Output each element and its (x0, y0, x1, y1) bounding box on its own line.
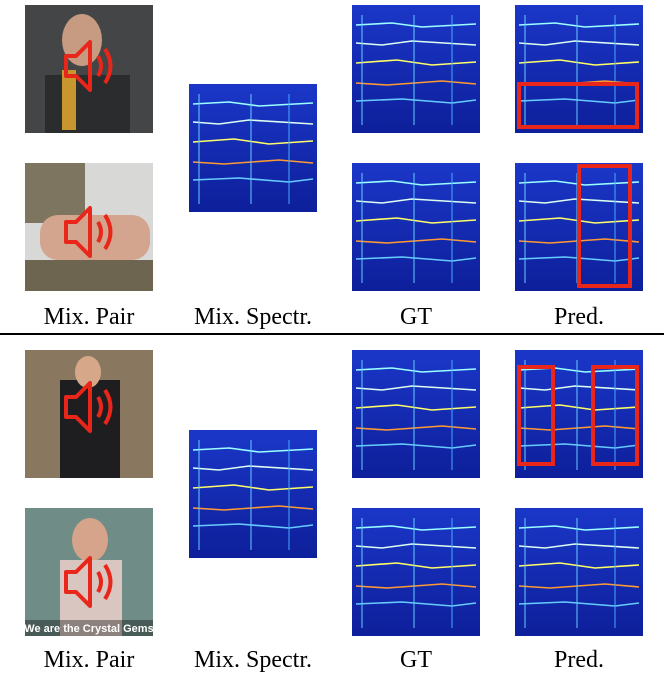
column-label: Mix. Spectr. (194, 647, 312, 673)
highlight-box (517, 365, 555, 466)
column-label: GT (400, 304, 432, 330)
spectrogram (514, 4, 644, 134)
spectrogram (188, 429, 318, 559)
highlight-box (577, 164, 632, 288)
video-caption: We are the Crystal Gems (24, 623, 153, 635)
column-label: Mix. Spectr. (194, 304, 312, 330)
column-label: Pred. (554, 304, 604, 330)
spectrogram (351, 162, 481, 292)
column-label: Mix. Pair (44, 304, 135, 330)
column-label: GT (400, 647, 432, 673)
highlight-box (517, 82, 639, 129)
spectrogram (351, 4, 481, 134)
column-label: Mix. Pair (44, 647, 135, 673)
frame (25, 163, 153, 291)
spectrogram (514, 507, 644, 637)
column-label: Pred. (554, 647, 604, 673)
frame (25, 350, 153, 478)
spectrogram (351, 349, 481, 479)
spectrogram (351, 507, 481, 637)
frame: We are the Crystal Gems (24, 508, 154, 636)
highlight-box (591, 365, 639, 466)
frame (25, 5, 153, 133)
spectrogram (188, 83, 318, 213)
spectrogram (514, 349, 644, 479)
